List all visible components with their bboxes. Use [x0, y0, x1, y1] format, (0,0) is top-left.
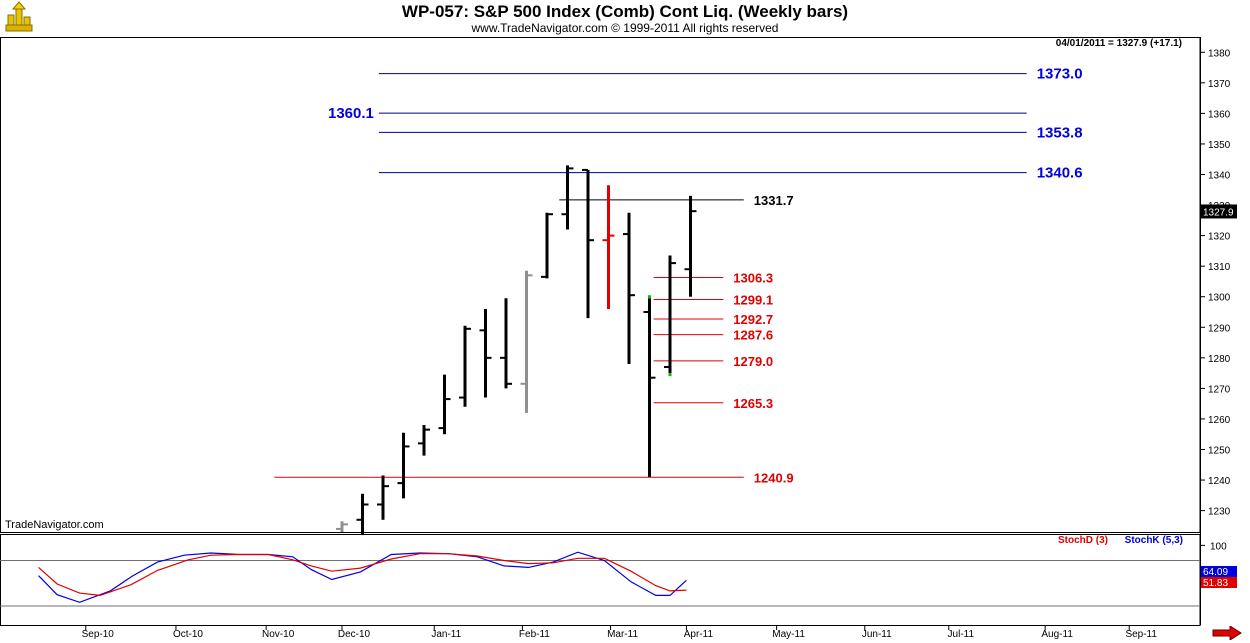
month-label: Apr-11	[684, 629, 714, 640]
month-label: May-11	[772, 629, 805, 640]
chart-subtitle: www.TradeNavigator.com © 1999-2011 All r…	[471, 21, 779, 35]
price-tick-label: 1290	[1208, 323, 1231, 334]
stoch-k-legend: StochK (5,3)	[1125, 535, 1183, 546]
price-tick-label: 1320	[1208, 232, 1231, 243]
stoch-panel-frame	[0, 534, 1201, 626]
month-label: Oct-10	[173, 629, 203, 640]
month-label: Aug-11	[1041, 629, 1073, 640]
price-readout: 04/01/2011 = 1327.9 (+17.1)	[1056, 38, 1182, 49]
price-tick-label: 1260	[1208, 415, 1231, 426]
month-label: Jul-11	[948, 629, 975, 640]
price-tick-label: 1340	[1208, 171, 1231, 182]
month-label: Jun-11	[862, 629, 892, 640]
last-price-box	[1201, 204, 1237, 219]
stoch-d-line	[38, 553, 687, 597]
month-label: Sep-11	[1125, 629, 1157, 640]
month-label: Mar-11	[607, 629, 638, 640]
month-label: Sep-10	[82, 629, 115, 640]
month-label: Jan-11	[431, 629, 461, 640]
level-label: 1265.3	[733, 396, 773, 411]
price-tick-label: 1350	[1208, 140, 1231, 151]
price-tick-label: 1250	[1208, 446, 1231, 457]
price-tick-label: 1230	[1208, 507, 1231, 518]
price-tick-label: 1280	[1208, 354, 1231, 365]
level-label: 1292.7	[733, 312, 773, 327]
price-tick-label: 1310	[1208, 262, 1231, 273]
price-tick-label: 1370	[1208, 79, 1231, 90]
month-label: Nov-10	[262, 629, 295, 640]
green-marker	[668, 373, 672, 377]
month-label: Dec-10	[338, 629, 371, 640]
level-label: 1340.6	[1037, 165, 1083, 182]
price-panel-frame	[0, 37, 1201, 533]
price-tick-label: 1270	[1208, 384, 1231, 395]
level-label: 1306.3	[733, 270, 773, 285]
stoch-tick-label: 100	[1210, 541, 1227, 552]
stoch-d-value: 51.83	[1203, 578, 1228, 589]
stoch-d-box	[1201, 577, 1237, 588]
level-label: 1360.1	[328, 105, 374, 122]
level-label: 1353.8	[1037, 124, 1083, 141]
green-marker	[648, 295, 651, 299]
last-price-label: 1327.9	[1203, 207, 1234, 218]
price-tick-label: 1300	[1208, 293, 1231, 304]
price-tick-label: 1240	[1208, 476, 1231, 487]
level-label: 1279.0	[733, 354, 773, 369]
stoch-k-value: 64.09	[1203, 567, 1228, 578]
scroll-right-arrow-icon[interactable]	[1212, 626, 1242, 640]
level-label: 1287.6	[733, 328, 773, 343]
month-label: Feb-11	[519, 629, 550, 640]
chart-title: WP-057: S&P 500 Index (Comb) Cont Liq. (…	[401, 2, 849, 21]
trade-navigator-logo-icon	[5, 1, 33, 32]
price-tick-label: 1380	[1208, 48, 1231, 59]
level-label: 1331.7	[754, 193, 794, 208]
level-label: 1299.1	[733, 292, 773, 307]
stoch-k-box	[1201, 566, 1237, 577]
stoch-d-legend: StochD (3)	[1058, 535, 1108, 546]
stoch-k-line	[38, 551, 687, 603]
price-tick-label: 1360	[1208, 109, 1231, 120]
watermark-text: TradeNavigator.com	[5, 519, 104, 531]
level-label: 1373.0	[1037, 66, 1083, 83]
level-label: 1240.9	[754, 470, 794, 485]
